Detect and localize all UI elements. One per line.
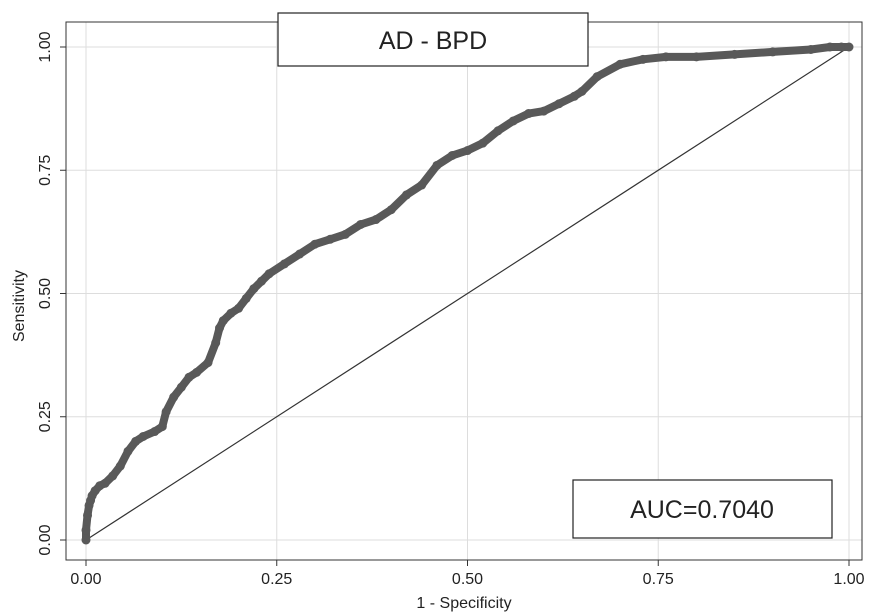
roc-point	[256, 276, 266, 286]
roc-point	[569, 91, 579, 101]
roc-point	[478, 138, 488, 148]
roc-point	[691, 52, 701, 62]
auc-box: AUC=0.7040	[572, 479, 833, 539]
roc-point	[264, 269, 274, 279]
roc-point	[81, 525, 91, 535]
roc-point	[211, 338, 221, 348]
roc-point	[401, 190, 411, 200]
roc-curve	[81, 42, 854, 545]
x-tick-label: 0.00	[70, 571, 101, 588]
roc-point	[150, 427, 160, 437]
y-tick-label: 0.00	[37, 524, 54, 555]
roc-point	[463, 146, 472, 156]
roc-point	[169, 392, 179, 402]
roc-point	[432, 160, 442, 170]
roc-point	[447, 150, 457, 160]
roc-point	[131, 436, 141, 446]
x-tick-label: 0.25	[261, 571, 292, 588]
grid	[66, 22, 862, 560]
roc-point	[226, 308, 236, 318]
roc-point	[356, 219, 366, 229]
roc-point	[295, 249, 305, 259]
y-tick-label: 0.50	[37, 278, 54, 309]
roc-point	[768, 47, 778, 57]
roc-point	[340, 229, 350, 239]
y-tick-label: 1.00	[37, 31, 54, 62]
y-tick-label: 0.75	[37, 155, 54, 186]
auc-frame	[572, 479, 833, 539]
roc-point	[249, 284, 259, 294]
roc-point	[836, 42, 846, 52]
roc-point	[615, 59, 625, 69]
y-tick-label: 0.25	[37, 401, 54, 432]
auc-annotation: AUC=0.7040	[630, 496, 774, 524]
roc-point	[184, 372, 194, 382]
roc-point	[241, 293, 251, 303]
y-axis-label: Sensitivity	[11, 270, 28, 342]
roc-point	[218, 316, 228, 326]
roc-point	[203, 358, 213, 368]
roc-point	[730, 49, 740, 59]
roc-point	[592, 72, 602, 82]
x-axis-label: 1 - Specificity	[416, 595, 511, 612]
roc-point	[108, 471, 118, 481]
roc-point	[161, 407, 171, 417]
roc-point	[638, 54, 648, 64]
roc-point	[825, 42, 835, 52]
axis-ticks: 0.00 0.25 0.50 0.75 1.00 0.00 0.25 0.50 0.75 1.00	[37, 31, 865, 588]
reference-diagonal	[85, 46, 850, 541]
roc-point	[325, 234, 335, 244]
title-box: AD - BPD	[277, 12, 589, 67]
roc-point	[81, 535, 91, 545]
roc-point	[524, 109, 534, 119]
roc-point	[371, 215, 381, 225]
x-tick-label: 0.50	[452, 571, 483, 588]
roc-point	[844, 42, 854, 52]
roc-point	[310, 239, 320, 249]
roc-point	[554, 99, 564, 109]
roc-point	[123, 446, 133, 456]
plot-frame	[65, 21, 863, 561]
roc-point	[115, 461, 125, 471]
x-tick-label: 1.00	[833, 571, 864, 588]
roc-point	[806, 44, 816, 54]
title-frame	[277, 12, 589, 67]
roc-point	[661, 52, 671, 62]
roc-point	[157, 422, 167, 432]
roc-point	[83, 510, 93, 520]
chart-title: AD - BPD	[379, 27, 487, 55]
x-tick-label: 0.75	[643, 571, 674, 588]
roc-point	[508, 116, 518, 126]
roc-point	[234, 303, 244, 313]
roc-point	[386, 205, 396, 215]
roc-point	[577, 86, 587, 96]
roc-point	[417, 180, 427, 190]
roc-point	[192, 367, 202, 377]
roc-point	[493, 126, 503, 136]
roc-point	[138, 431, 148, 441]
roc-point	[176, 382, 186, 392]
roc-point	[539, 106, 549, 116]
roc-point	[279, 259, 289, 269]
roc-point	[215, 323, 225, 333]
roc-point	[100, 478, 110, 488]
